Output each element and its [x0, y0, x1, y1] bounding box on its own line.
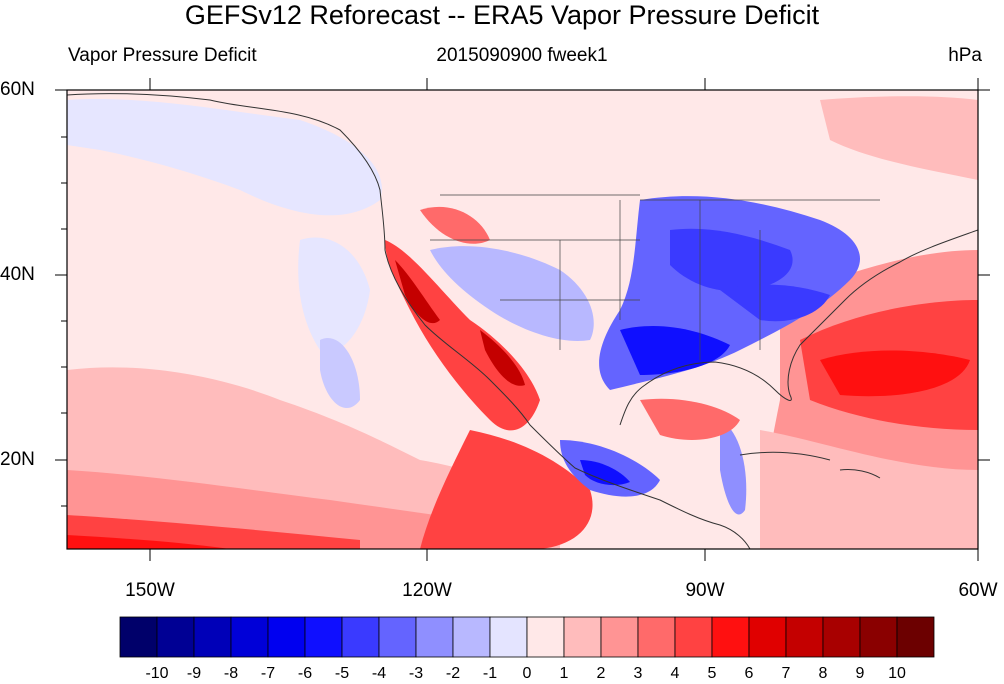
- colorbar-label: 7: [781, 665, 791, 682]
- colorbar-label: 4: [670, 665, 680, 682]
- vpd-field: [67, 90, 978, 549]
- pacific-light-blue-north: [67, 99, 382, 216]
- colorbar-label: -10: [145, 665, 169, 682]
- pacific-blue-patch: [320, 338, 360, 409]
- lon-label-150w: 150W: [125, 580, 175, 601]
- colorbar-swatch: [859, 616, 898, 658]
- colorbar-swatch: [896, 616, 935, 658]
- colorbar-label: 3: [633, 665, 643, 682]
- colorbar-swatch: [711, 616, 750, 658]
- rockies-light-blue: [430, 246, 594, 341]
- colorbar-swatch: [637, 616, 676, 658]
- colorbar-swatch: [156, 616, 195, 658]
- colorbar-label: -2: [445, 665, 461, 682]
- caribbean-pink: [760, 430, 978, 549]
- colorbar-swatch: [341, 616, 380, 658]
- mexico-deepblue: [580, 460, 630, 486]
- lat-label-40n: 40N: [0, 264, 35, 285]
- lon-ticks: [149, 78, 979, 561]
- colorbar-swatch: [674, 616, 713, 658]
- pacific-south-deepred: [67, 535, 230, 549]
- colorbar-label: -4: [371, 665, 387, 682]
- atlantic-deepred: [820, 350, 970, 397]
- colorbar-swatch: [230, 616, 269, 658]
- mexico-pacific-red: [420, 430, 593, 549]
- ohio-valley-blue: [720, 284, 830, 322]
- colorbar-swatch: [304, 616, 343, 658]
- colorbar-swatch: [526, 616, 565, 658]
- west-us-red: [385, 240, 540, 431]
- colorbar-swatch: [563, 616, 602, 658]
- arizona-darkred: [480, 330, 525, 386]
- colorbar-label: -5: [334, 665, 350, 682]
- colorbar-swatch: [785, 616, 824, 658]
- colorbar-label: -6: [297, 665, 313, 682]
- colorbar-label: -8: [223, 665, 239, 682]
- colorbar-label: 0: [522, 665, 532, 682]
- colorbar-label: -9: [186, 665, 202, 682]
- colorbar-label: 2: [596, 665, 606, 682]
- map-frame: [66, 89, 979, 550]
- colorbar-label: -3: [408, 665, 424, 682]
- colorbar-swatch: [378, 616, 417, 658]
- map-title: GEFSv12 Reforecast -- ERA5 Vapor Pressur…: [184, 0, 820, 30]
- colorbar-swatch: [267, 616, 306, 658]
- variable-subtitle: Vapor Pressure Deficit: [68, 45, 257, 66]
- lon-label-120w: 120W: [402, 580, 452, 601]
- colorbar-label: 9: [855, 665, 865, 682]
- colorbar-swatch: [748, 616, 787, 658]
- colorbar-swatch: [489, 616, 528, 658]
- northwest-red: [420, 206, 490, 244]
- pacific-coastline: [67, 93, 751, 549]
- california-darkred: [395, 260, 440, 324]
- colorbar-swatch: [193, 616, 232, 658]
- state-borders: [430, 194, 880, 360]
- colorbar-label: 6: [744, 665, 754, 682]
- pacific-light-blue-mid: [298, 237, 370, 352]
- atlantic-gulf-coastline: [619, 229, 978, 426]
- colorbar-swatch: [600, 616, 639, 658]
- lon-label-90w: 90W: [685, 580, 725, 601]
- units-subtitle: hPa: [948, 45, 982, 66]
- colorbar-swatch: [415, 616, 454, 658]
- colorbar-label: 8: [818, 665, 828, 682]
- central-america-blue: [720, 420, 747, 515]
- colorbar: [119, 616, 935, 658]
- colorbar-label: -7: [260, 665, 276, 682]
- lon-label-60w: 60W: [958, 580, 998, 601]
- colorbar-swatch: [822, 616, 861, 658]
- caribbean-islands: [739, 451, 881, 479]
- colorbar-label: 1: [559, 665, 569, 682]
- lat-label-60n: 60N: [0, 79, 35, 100]
- lat-ticks: [55, 89, 990, 507]
- date-subtitle: 2015090900 fweek1: [436, 45, 608, 66]
- canada-east-pink: [820, 96, 978, 180]
- gulf-red: [640, 398, 740, 440]
- colorbar-swatch: [119, 616, 158, 658]
- colorbar-swatch: [452, 616, 491, 658]
- colorbar-label: 5: [707, 665, 717, 682]
- lat-label-20n: 20N: [0, 449, 35, 470]
- midwest-blue: [670, 228, 793, 292]
- colorbar-label: 10: [888, 665, 906, 682]
- colorbar-label: -1: [482, 665, 498, 682]
